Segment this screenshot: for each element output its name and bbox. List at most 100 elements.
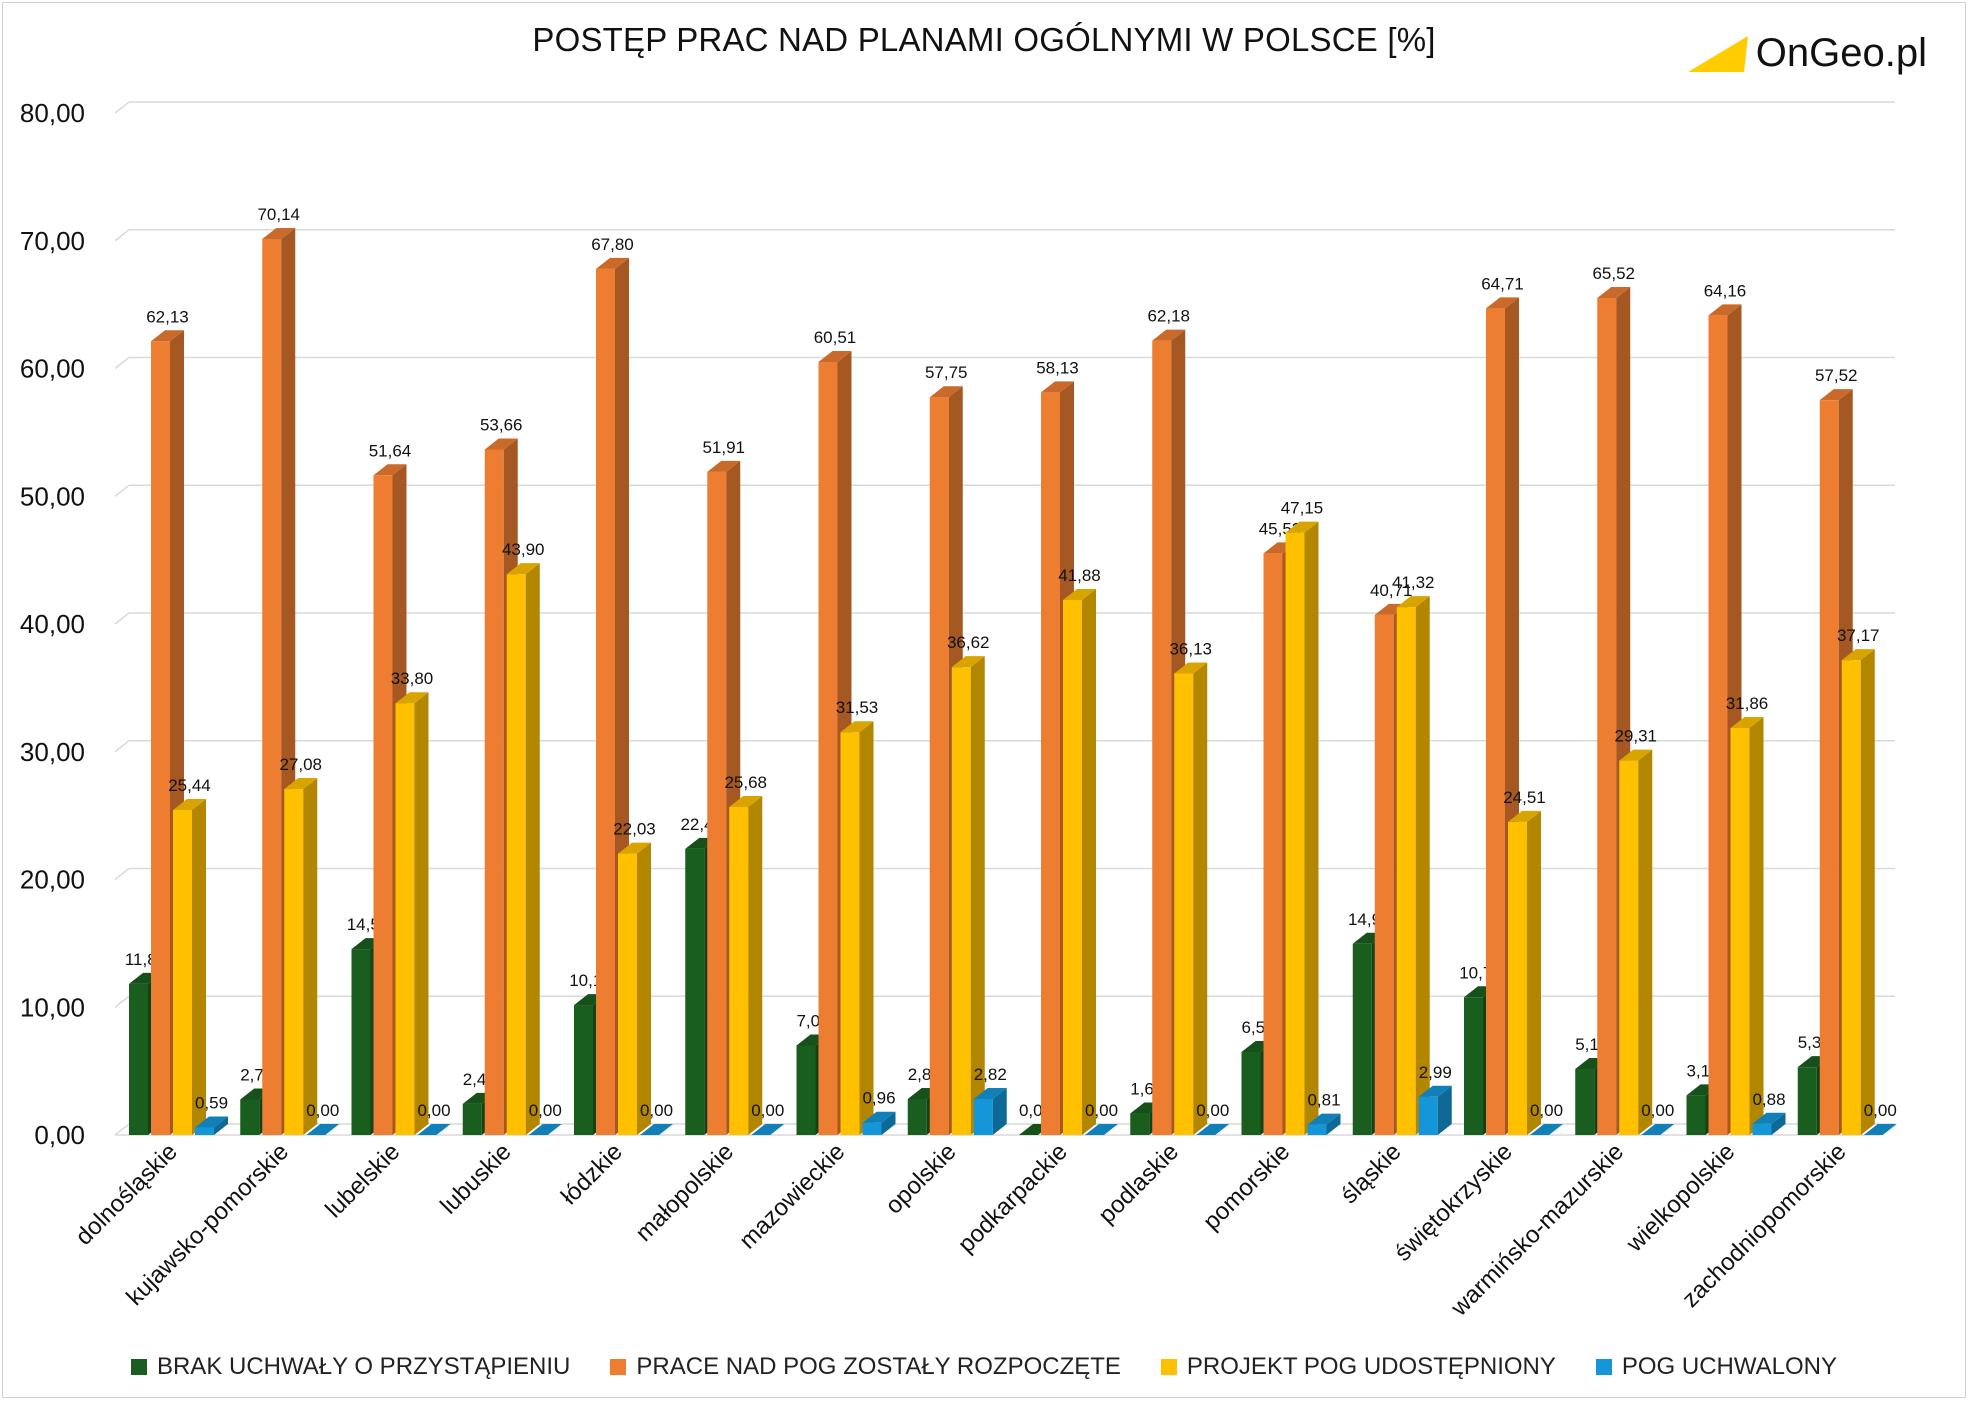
data-label: 0,00: [417, 1101, 450, 1120]
bar-top: [1508, 810, 1541, 822]
bar-top: [373, 464, 407, 476]
y-tick-label: 40,00: [20, 609, 85, 639]
data-label: 36,13: [1169, 639, 1212, 658]
data-label: 25,68: [724, 773, 767, 792]
bar-top: [929, 386, 963, 398]
bar-top: [1597, 286, 1631, 298]
logo-mark-icon: [1687, 35, 1748, 72]
legend-swatch: [1160, 1359, 1177, 1375]
gridline-diagonal: [114, 867, 130, 881]
bar-top: [951, 656, 985, 668]
data-label: 2,82: [974, 1065, 1007, 1084]
bar-top: [1641, 1124, 1675, 1135]
bar-side: [1771, 1112, 1786, 1135]
bar-top: [195, 1116, 228, 1128]
bar-top: [1285, 521, 1319, 533]
bar-top: [1174, 662, 1208, 674]
data-label: 0,00: [529, 1101, 562, 1120]
bar: [907, 1098, 927, 1135]
bar-side: [992, 1087, 1007, 1135]
legend-swatch: [130, 1359, 147, 1375]
bar: [707, 471, 727, 1136]
bar: [1063, 599, 1082, 1135]
data-label: 0,00: [1530, 1101, 1563, 1120]
y-tick-label: 50,00: [20, 481, 85, 511]
bar-top: [1530, 1124, 1563, 1135]
legend-swatch: [610, 1359, 627, 1375]
data-label: 43,90: [502, 540, 545, 559]
x-tick-label: łódzkie: [556, 1138, 628, 1210]
bar: [1508, 821, 1527, 1135]
gridline-diagonal: [114, 612, 130, 625]
data-label: 41,88: [1058, 566, 1101, 585]
ongeo-logo: OnGeo.pl: [1686, 31, 1927, 76]
bar: [1464, 997, 1483, 1135]
bar-top: [1752, 1112, 1786, 1124]
data-label: 25,44: [168, 776, 211, 795]
bar-top: [1841, 649, 1875, 661]
bar: [1841, 660, 1861, 1135]
bar-top: [1396, 596, 1430, 608]
x-tick-label: wielkopolskie: [1621, 1138, 1741, 1258]
bar: [1597, 297, 1617, 1135]
bar-side: [1082, 588, 1096, 1135]
data-label: 67,80: [591, 235, 634, 254]
bar: [240, 1099, 260, 1135]
x-tick-label: podlaskie: [1093, 1138, 1184, 1229]
data-label: 0,88: [1752, 1090, 1785, 1109]
data-label: 0,00: [1641, 1101, 1674, 1120]
bar: [1730, 727, 1750, 1135]
bar-top: [1063, 588, 1096, 600]
data-label: 64,16: [1704, 281, 1747, 300]
gridline-diagonal: [114, 229, 130, 242]
bar: [685, 848, 705, 1135]
bar: [1374, 614, 1394, 1135]
bar: [1174, 673, 1194, 1135]
bar: [1263, 553, 1283, 1135]
bar-side: [748, 795, 763, 1135]
legend-item: POG UCHWALONY: [1595, 1353, 1837, 1381]
gridline-diagonal: [114, 1123, 130, 1136]
data-label: 62,18: [1147, 307, 1190, 326]
data-label: 0,00: [1085, 1101, 1118, 1120]
bar: [618, 853, 637, 1135]
bar-top: [151, 330, 184, 342]
bar-side: [1326, 1113, 1341, 1135]
bar-side: [303, 778, 318, 1135]
data-label: 33,80: [391, 669, 434, 688]
bar: [1396, 607, 1416, 1135]
bar-top: [1085, 1124, 1118, 1135]
gridline-diagonal: [114, 101, 130, 114]
bar-top: [417, 1124, 451, 1135]
bar: [395, 703, 415, 1135]
bar: [262, 238, 282, 1136]
bar: [840, 732, 860, 1135]
data-label: 65,52: [1592, 264, 1635, 283]
bar-top: [1486, 297, 1519, 309]
bar-top: [1708, 304, 1742, 316]
bar: [951, 667, 971, 1135]
x-tick-label: mazowieckie: [734, 1138, 850, 1254]
data-label: 27,08: [279, 755, 322, 774]
bar-side: [414, 692, 429, 1135]
bar-side: [1415, 596, 1430, 1135]
bar: [729, 806, 749, 1135]
logo-text: OnGeo.pl: [1755, 31, 1927, 75]
bar-top: [618, 842, 651, 854]
data-label: 0,00: [1196, 1101, 1229, 1120]
data-label: 0,00: [640, 1101, 673, 1120]
y-tick-label: 10,00: [20, 992, 85, 1022]
bar-side: [1193, 662, 1208, 1135]
data-label: 37,17: [1837, 626, 1880, 645]
bar-top: [284, 778, 318, 790]
data-label: 0,81: [1307, 1091, 1340, 1110]
data-label: 0,00: [306, 1101, 339, 1120]
y-tick-label: 0,00: [34, 1120, 85, 1150]
bar: [1285, 532, 1305, 1135]
bar: [1152, 340, 1172, 1135]
bar: [151, 341, 170, 1135]
data-label: 24,51: [1503, 788, 1546, 807]
bar-side: [1527, 810, 1541, 1135]
bar: [351, 949, 371, 1135]
